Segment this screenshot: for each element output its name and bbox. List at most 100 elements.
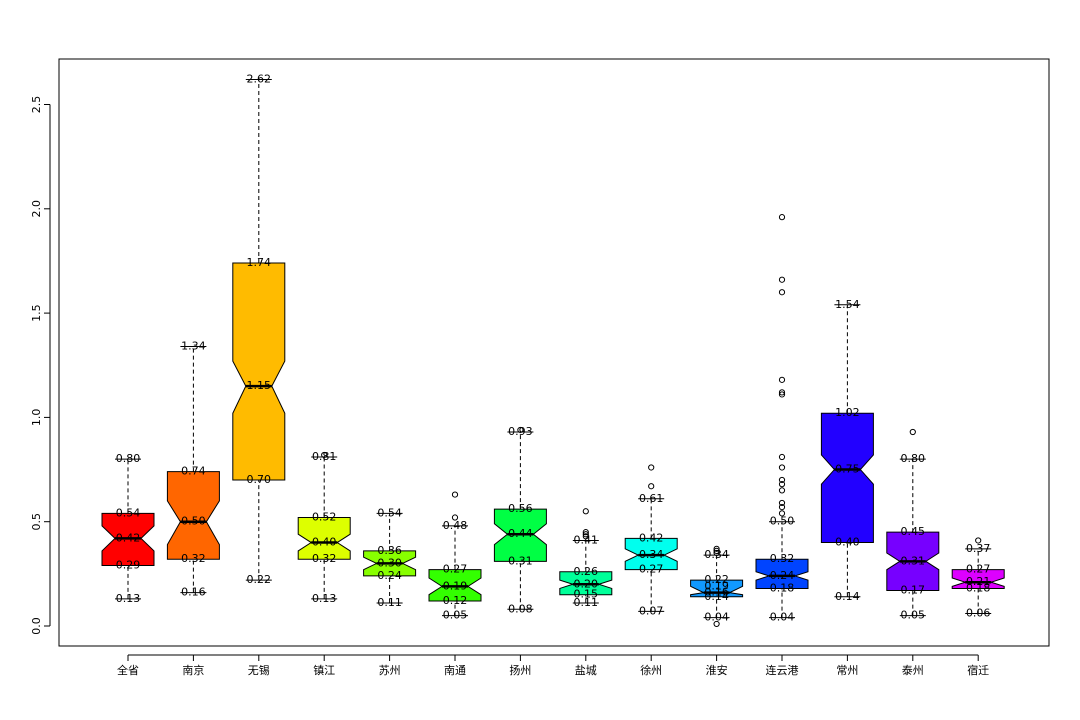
x-tick-label: 宿迁 — [967, 663, 989, 677]
value-label: 0.22 — [704, 573, 729, 586]
value-label: 0.50 — [770, 515, 795, 528]
box-group: 0.81 0.52 0.40 0.32 0.13 — [297, 450, 351, 605]
value-label: 0.54 — [116, 506, 141, 519]
value-label: 0.15 — [574, 588, 599, 601]
value-label: 0.32 — [770, 552, 795, 565]
value-label: 0.30 — [377, 556, 402, 569]
x-tick-label: 泰州 — [902, 663, 924, 677]
outlier-point — [778, 510, 786, 517]
value-label: 1.15 — [247, 379, 272, 392]
outlier-point — [713, 620, 720, 628]
value-label: 0.29 — [116, 559, 141, 572]
value-label: 0.74 — [181, 465, 206, 478]
value-label: 0.13 — [116, 592, 141, 605]
outlier-point — [451, 514, 459, 521]
outlier-point — [517, 426, 524, 434]
value-label: 0.48 — [443, 519, 468, 532]
value-label: 0.34 — [704, 548, 729, 561]
outlier-point — [778, 487, 786, 494]
value-label: 0.44 — [508, 527, 533, 540]
value-label: 0.37 — [966, 542, 991, 555]
box-group: 0.80 0.54 0.42 0.29 0.13 — [101, 452, 155, 605]
box-group: 0.54 0.360.300.24 0.11 — [363, 506, 417, 609]
outlier-point — [648, 483, 655, 490]
box-group: 0.37 0.270.210.18 0.06 — [951, 537, 1005, 619]
y-tick-label: 0.5 — [30, 513, 43, 531]
box-group: 1.54 1.02 0.75 0.40 0.14 — [820, 298, 874, 603]
outlier-point — [778, 503, 786, 511]
x-tick-label: 无锡 — [248, 663, 270, 677]
value-label: 0.11 — [377, 596, 402, 609]
outlier-point — [778, 391, 786, 398]
outlier-point — [648, 464, 655, 471]
plot-frame — [58, 58, 1050, 647]
value-label: 0.93 — [508, 425, 533, 438]
value-label: 0.11 — [574, 596, 599, 609]
x-tick-label: 淮安 — [706, 663, 728, 677]
value-label: 0.16 — [704, 586, 729, 599]
value-label: 0.17 — [901, 584, 926, 597]
value-label: 0.80 — [901, 452, 926, 465]
value-label: 1.54 — [835, 298, 860, 311]
outlier-point — [778, 376, 786, 383]
outlier-point — [778, 276, 786, 283]
notched-box — [951, 569, 1005, 589]
value-label: 0.22 — [247, 573, 272, 586]
value-label: 0.32 — [181, 552, 206, 565]
box-group: 0.61 0.42 0.34 0.27 0.07 — [624, 464, 678, 617]
value-label: 0.18 — [966, 581, 991, 594]
value-label: 0.75 — [835, 463, 860, 476]
outlier-point — [713, 549, 720, 557]
value-label: 0.19 — [704, 579, 729, 592]
value-label: 0.31 — [901, 554, 926, 567]
y-tick-label: 1.0 — [30, 409, 43, 427]
value-label: 0.04 — [704, 611, 729, 624]
value-label: 0.42 — [639, 531, 664, 544]
value-label: 0.45 — [901, 525, 926, 538]
value-label: 0.26 — [574, 565, 599, 578]
value-label: 0.27 — [966, 563, 991, 576]
outlier-point — [778, 289, 786, 296]
box-group: 0.80 0.45 0.31 0.17 0.05 — [886, 428, 940, 622]
value-label: 0.19 — [443, 579, 468, 592]
value-label: 0.80 — [116, 452, 141, 465]
outlier-point — [582, 531, 589, 538]
value-label: 0.34 — [639, 548, 664, 561]
value-label: 0.24 — [377, 569, 402, 582]
box-group: 2.62 1.74 1.15 0.70 0.22 — [232, 72, 286, 586]
value-label: 0.56 — [508, 502, 533, 515]
x-tick-label: 苏州 — [379, 664, 401, 677]
value-label: 0.32 — [312, 552, 337, 565]
x-tick-label: 镇江 — [313, 663, 335, 677]
value-label: 0.31 — [508, 554, 533, 567]
outlier-point — [778, 476, 786, 484]
outlier-point — [778, 464, 786, 471]
box-group: 0.93 0.56 0.44 0.31 0.08 — [493, 425, 547, 615]
value-label: 0.52 — [312, 511, 337, 524]
value-label: 0.70 — [247, 473, 272, 486]
outlier-point — [778, 481, 786, 488]
value-label: 0.40 — [835, 536, 860, 549]
notched-box — [232, 262, 286, 481]
value-label: 0.16 — [181, 586, 206, 599]
value-label: 0.41 — [574, 533, 599, 546]
value-label: 0.06 — [966, 606, 991, 619]
notched-box — [820, 412, 874, 544]
value-label: 0.27 — [443, 563, 468, 576]
value-label: 0.08 — [508, 602, 533, 615]
value-label: 0.05 — [443, 609, 468, 622]
value-label: 0.21 — [966, 575, 991, 588]
value-label: 0.40 — [312, 536, 337, 549]
outlier-point — [975, 537, 982, 544]
box-group: 0.50 0.32 0.240.18 0.04 — [755, 214, 809, 624]
x-tick-label: 常州 — [836, 664, 858, 677]
x-axis: 全省 南京 无锡 镇江 苏州 南通 扬州 盐城 徐州 淮安 连云港 常州 泰州 宿迁 — [117, 654, 989, 677]
y-tick-label: 2.5 — [30, 96, 43, 114]
x-tick-label: 扬州 — [509, 663, 531, 677]
box-group: 0.34 0.220.160.190.14 0.04 — [690, 545, 744, 628]
value-label: 0.20 — [574, 577, 599, 590]
value-label: 0.05 — [901, 609, 926, 622]
boxes-layer: 0.80 0.54 0.42 0.29 0.13 1.34 0.74 0.50 0.32 0.16… — [101, 72, 1005, 628]
value-label: 1.74 — [247, 256, 272, 269]
value-label: 0.12 — [443, 594, 468, 607]
